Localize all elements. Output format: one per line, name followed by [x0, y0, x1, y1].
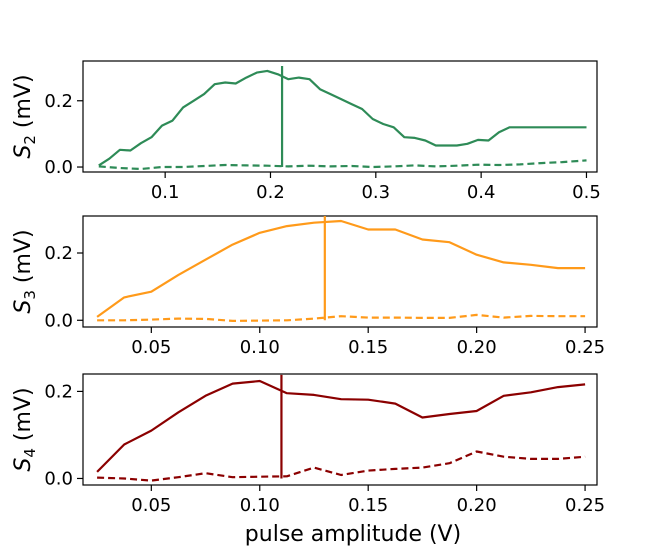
- solid-series-line: [98, 69, 587, 167]
- y-tick-label: 0.0: [44, 310, 73, 331]
- y-axis-label: S4 (mV): [11, 387, 39, 471]
- dashed-series-line: [98, 159, 587, 171]
- dashed-series-line: [97, 313, 586, 322]
- y-axis-label-main: S: [11, 145, 36, 159]
- x-tick-label: 0.20: [457, 337, 497, 358]
- x-tick-label: 0.3: [361, 182, 390, 203]
- x-tick-label: 0.05: [131, 337, 171, 358]
- x-tick-label: 0.25: [565, 495, 605, 516]
- panel-s3: 0.05 0.10 0.15 0.20 0.250.00.2S3 (mV): [11, 215, 605, 358]
- x-tick-label: 0.2: [256, 182, 285, 203]
- plot-frame: [82, 215, 598, 328]
- y-axis-label-unit: (mV): [11, 387, 36, 448]
- x-tick-label: 0.4: [467, 182, 496, 203]
- x-tick-label: 0.15: [348, 337, 388, 358]
- x-tick-label: 0.5: [572, 182, 601, 203]
- y-axis-label-unit: (mV): [11, 74, 36, 135]
- y-axis-label-main: S: [11, 458, 36, 472]
- panel-s2: 0.1 0.2 0.3 0.4 0.50.00.2S2 (mV): [11, 60, 601, 203]
- y-tick-label: 0.2: [44, 91, 73, 112]
- dashed-series-line: [97, 450, 586, 482]
- y-tick-label: 0.0: [44, 157, 73, 178]
- x-tick-label: 0.20: [457, 495, 497, 516]
- solid-series-line: [96, 379, 586, 473]
- y-tick-label: 0.2: [44, 381, 73, 402]
- x-axis-label: pulse amplitude (V): [245, 522, 461, 547]
- y-axis-label-sub: 3: [21, 290, 39, 300]
- solid-series-line: [96, 219, 586, 318]
- y-axis-label-sub: 4: [21, 448, 39, 458]
- x-tick-label: 0.15: [348, 495, 388, 516]
- x-tick-label: 0.10: [240, 337, 280, 358]
- plot-frame: [82, 60, 598, 173]
- panel-s4: 0.05 0.10 0.15 0.20 0.250.00.2S4 (mV): [11, 373, 605, 516]
- plot-frame: [82, 373, 598, 486]
- y-axis-label-main: S: [11, 300, 36, 314]
- y-axis-label: S3 (mV): [11, 229, 39, 313]
- x-tick-label: 0.10: [240, 495, 280, 516]
- y-axis-label: S2 (mV): [11, 74, 39, 158]
- x-tick-label: 0.05: [131, 495, 171, 516]
- y-axis-label-sub: 2: [21, 135, 39, 145]
- y-tick-label: 0.2: [44, 243, 73, 264]
- x-tick-label: 0.1: [151, 182, 180, 203]
- y-tick-label: 0.0: [44, 468, 73, 489]
- x-tick-label: 0.25: [565, 337, 605, 358]
- y-axis-label-unit: (mV): [11, 229, 36, 290]
